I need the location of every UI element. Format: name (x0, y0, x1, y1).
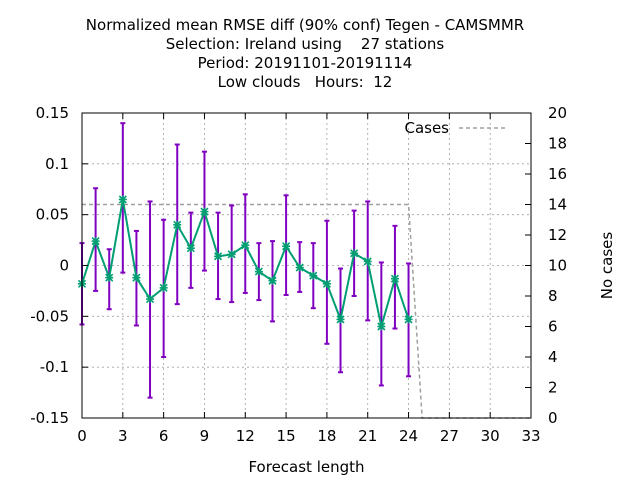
x-tick-label: 6 (159, 427, 169, 445)
y2-tick-label: 18 (548, 135, 567, 153)
y2-tick-label: 10 (548, 257, 567, 275)
x-tick-label: 9 (200, 427, 210, 445)
data-point (241, 241, 250, 250)
y-tick-label: -0.05 (30, 307, 69, 325)
title-line-4: Low clouds Hours: 12 (217, 73, 393, 91)
x-axis-label: Forecast length (248, 458, 364, 476)
data-point (350, 249, 359, 258)
x-tick-label: 33 (521, 427, 540, 445)
data-point (186, 244, 195, 253)
y-tick-label: 0.1 (45, 155, 69, 173)
data-point (254, 267, 263, 276)
y2-tick-label: 20 (548, 104, 567, 122)
y2-tick-label: 0 (548, 409, 558, 427)
title-line-1: Normalized mean RMSE diff (90% conf) Teg… (85, 16, 525, 34)
data-point (132, 273, 141, 282)
data-point (227, 250, 236, 259)
data-point (282, 242, 291, 251)
data-point (173, 220, 182, 229)
data-point (200, 207, 209, 216)
data-point (295, 263, 304, 272)
y-tick-label: 0.05 (36, 206, 69, 224)
y2-tick-label: 6 (548, 318, 558, 336)
data-point (363, 257, 372, 266)
data-point (213, 252, 223, 261)
x-tick-label: 24 (399, 427, 418, 445)
data-point (105, 273, 114, 282)
y-tick-label: -0.15 (30, 409, 69, 427)
data-point (404, 315, 413, 324)
x-tick-label: 18 (317, 427, 336, 445)
y2-tick-label: 12 (548, 226, 567, 244)
x-tick-label: 27 (440, 427, 459, 445)
data-point (91, 237, 100, 246)
data-point (322, 279, 331, 288)
chart-title: Normalized mean RMSE diff (90% conf) Teg… (0, 16, 610, 92)
legend-label-cases: Cases (404, 119, 449, 137)
title-line-2: Selection: Ireland using 27 stations (165, 35, 445, 53)
title-line-3: Period: 20191101-20191114 (197, 54, 413, 72)
y-tick-label: 0 (59, 257, 69, 275)
x-tick-label: 3 (118, 427, 128, 445)
y2-tick-label: 4 (548, 348, 558, 366)
y2-tick-label: 8 (548, 287, 558, 305)
data-point (377, 322, 386, 331)
y-tick-label: 0.15 (36, 104, 69, 122)
y2-tick-label: 16 (548, 165, 567, 183)
data-point (268, 276, 277, 285)
y2-tick-label: 2 (548, 379, 558, 397)
x-tick-label: 0 (77, 427, 87, 445)
y2-tick-label: 14 (548, 196, 567, 214)
data-point (309, 271, 318, 280)
x-tick-label: 21 (358, 427, 377, 445)
data-point (390, 274, 400, 283)
x-tick-label: 30 (481, 427, 500, 445)
data-point (159, 283, 168, 292)
x-tick-label: 15 (277, 427, 296, 445)
data-point (145, 294, 155, 304)
data-point (336, 315, 345, 324)
y-tick-label: -0.1 (40, 358, 69, 376)
data-point (118, 195, 127, 204)
y2-axis-label: No cases (598, 232, 616, 300)
x-tick-label: 12 (236, 427, 255, 445)
